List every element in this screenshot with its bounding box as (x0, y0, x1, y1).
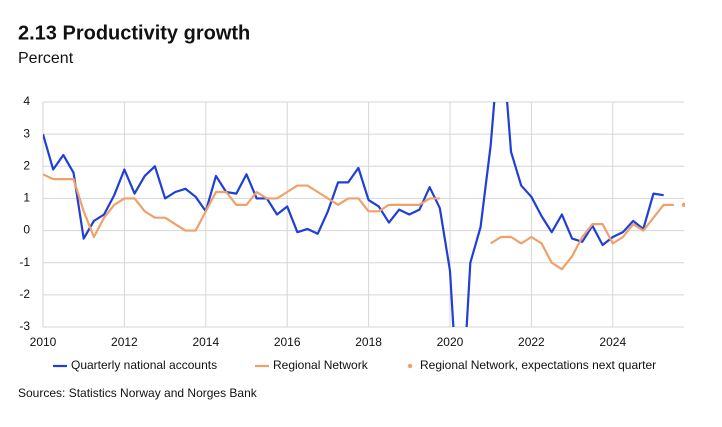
axis-labels: -3 -2 -1 0 1 2 3 4 2010 2012 2014 2016 2018 2020 2022 2… (19, 94, 626, 349)
plot-area (43, 102, 685, 327)
y-tick-label: 3 (23, 126, 30, 140)
x-tick-label: 2016 (274, 335, 301, 349)
legend-label: Regional Network, expectations next quar… (420, 358, 656, 372)
legend-label: Quarterly national accounts (71, 358, 217, 372)
data-point (681, 202, 685, 208)
x-tick-label: 2012 (111, 335, 138, 349)
y-tick-label: 4 (23, 94, 30, 108)
y-tick-label: -2 (19, 287, 30, 301)
legend: Quarterly national accounts Regional Netw… (53, 358, 656, 372)
legend-marker (407, 363, 413, 369)
x-tick-label: 2010 (30, 335, 57, 349)
y-tick-label: -3 (19, 319, 30, 333)
x-tick-label: 2014 (192, 335, 219, 349)
y-tick-label: 1 (23, 191, 30, 205)
y-tick-label: -1 (19, 255, 30, 269)
chart-title: 2.13 Productivity growth (18, 22, 250, 44)
grid (42, 101, 684, 328)
y-tick-label: 2 (23, 158, 30, 172)
x-tick-label: 2020 (437, 335, 464, 349)
x-tick-label: 2018 (355, 335, 382, 349)
x-tick-label: 2022 (518, 335, 545, 349)
source-note: Sources: Statistics Norway and Norges Ba… (18, 386, 258, 400)
series-line (43, 173, 440, 239)
series-line (490, 203, 674, 271)
x-tick-label: 2024 (599, 335, 626, 349)
legend-label: Regional Network (273, 358, 369, 372)
y-tick-label: 0 (23, 223, 30, 237)
chart-subtitle: Percent (18, 50, 74, 67)
series-line (43, 102, 664, 327)
